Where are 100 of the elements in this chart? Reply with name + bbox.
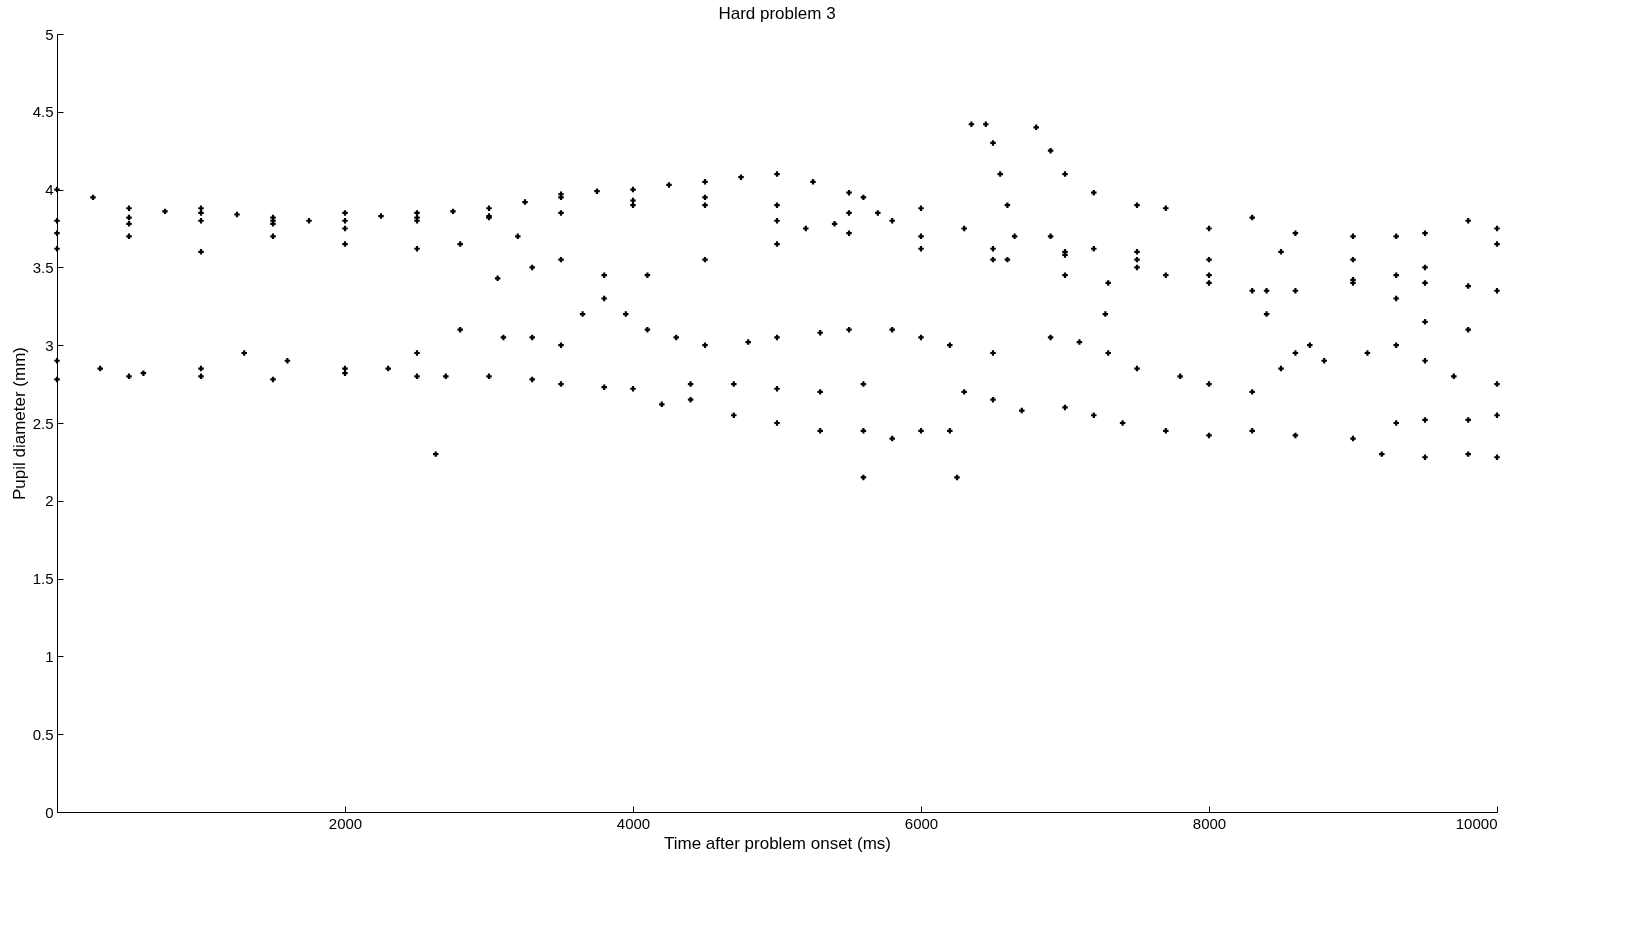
y-tick-label: 5 [45,25,54,43]
x-tick-label: 2000 [328,814,363,832]
point [1465,217,1471,224]
point [1494,454,1500,460]
point [1249,288,1255,294]
point [1119,420,1126,426]
point [918,245,924,252]
point [432,451,439,457]
point [702,202,708,208]
point [270,376,276,383]
point [378,213,384,219]
point [414,373,420,380]
point [1422,264,1428,271]
x-tick-label: 10000 [1455,814,1498,832]
point [947,428,953,434]
chart-title: Hard problem 3 [718,4,836,23]
point [1494,412,1500,418]
point [1004,202,1011,208]
y-tick-label: 2.5 [32,414,54,432]
point [702,194,708,201]
point [97,365,103,372]
point [731,412,737,418]
point [644,272,651,278]
point [342,241,348,247]
point [990,256,996,263]
point [558,381,564,387]
point [1278,365,1284,372]
point [1307,342,1313,348]
y-tick-label: 4.5 [32,103,54,121]
point [774,171,780,177]
point [1379,451,1385,457]
point [1393,272,1399,278]
point [666,182,672,188]
point [198,373,204,380]
point [774,241,780,247]
point [1393,420,1399,426]
point [990,245,996,252]
point [54,217,60,224]
point [846,210,852,216]
point [529,264,535,271]
point [1105,280,1111,286]
point [558,210,564,216]
point [918,233,924,240]
point [990,396,996,403]
point [54,358,60,364]
point [947,342,953,348]
point [817,389,823,395]
point [889,217,895,224]
point [774,217,780,224]
point [140,370,147,376]
point [1177,373,1183,380]
point [961,389,967,395]
point [1206,225,1212,232]
point [126,221,132,227]
point [745,339,751,345]
point [54,245,60,252]
point [342,217,348,224]
point [1393,295,1399,302]
point [997,171,1003,177]
point [1091,189,1097,196]
point [126,205,132,212]
point [1163,272,1169,278]
point [918,205,924,212]
point [1465,417,1471,423]
point [702,179,708,185]
point [198,217,204,224]
point [846,189,852,196]
point [1134,365,1140,372]
y-tick-label: 4 [45,181,54,199]
point [1163,205,1169,212]
point [486,205,492,212]
point [774,420,780,426]
point [1451,373,1457,380]
point [738,174,744,180]
point [1105,350,1111,356]
point [623,311,629,317]
point [1422,358,1428,364]
point [579,311,586,317]
point [234,211,240,218]
point [1206,381,1212,387]
point [673,334,679,341]
point [342,210,348,216]
point [1465,451,1471,457]
point [1393,233,1399,240]
point [1091,412,1097,418]
point [1422,280,1428,286]
point [558,194,564,201]
point [1019,407,1025,414]
point [918,428,924,434]
point [1350,256,1356,263]
point [659,401,665,408]
point [500,334,507,341]
point [1091,245,1097,252]
point [443,373,449,380]
point [889,435,895,442]
point [1047,334,1054,341]
point [414,350,420,356]
point [1494,241,1500,247]
point [889,326,895,333]
point [54,186,60,193]
